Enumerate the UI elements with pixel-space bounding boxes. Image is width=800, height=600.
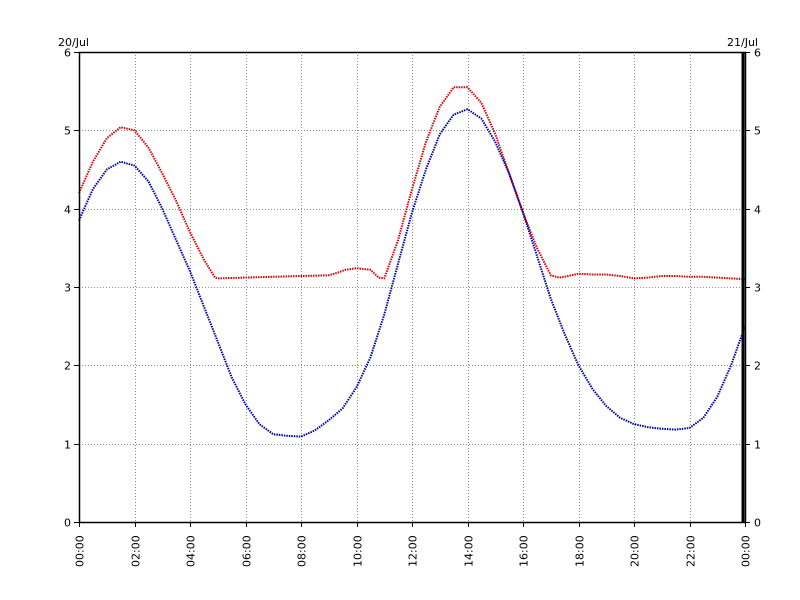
x-tick-label: 04:00 [185, 535, 198, 567]
x-tick-label: 08:00 [296, 535, 309, 567]
y-tick-label-right: 2 [754, 360, 761, 373]
date-label-right: 21/Jul [727, 36, 758, 49]
y-tick-label-left: 5 [64, 125, 71, 138]
y-tick-label-right: 4 [754, 204, 761, 217]
y-tick-label-right: 1 [754, 439, 761, 452]
series-line-2 [78, 108, 746, 438]
series-line-1 [78, 86, 746, 281]
x-tick-label: 00:00 [74, 535, 87, 567]
plot-frame [78, 51, 747, 524]
date-label-left: 20/Jul [58, 36, 89, 49]
x-tick-label: 14:00 [463, 535, 476, 567]
y-tick-label-right: 0 [754, 517, 761, 530]
x-tick-label: 06:00 [241, 535, 254, 567]
label-layer: 20/Jul 21/Jul 00:00 02:00 04:00 06:00 08:00 1… [58, 36, 761, 567]
x-tick-label: 00:00 [740, 535, 753, 567]
x-tick-label: 18:00 [574, 535, 587, 567]
x-tick-label: 22:00 [685, 535, 698, 567]
series-layer [78, 86, 746, 438]
x-tick-label: 16:00 [518, 535, 531, 567]
y-tick-label-left: 1 [64, 439, 71, 452]
y-tick-label-left: 2 [64, 360, 71, 373]
y-tick-label-left: 6 [64, 47, 71, 60]
y-tick-label-left: 0 [64, 517, 71, 530]
x-tick-label: 02:00 [130, 535, 143, 567]
x-tick-label: 10:00 [352, 535, 365, 567]
y-tick-label-right: 5 [754, 125, 761, 138]
y-tick-label-left: 3 [64, 282, 71, 295]
x-tick-label: 20:00 [629, 535, 642, 567]
y-tick-label-left: 4 [64, 204, 71, 217]
x-tick-label: 12:00 [407, 535, 420, 567]
axis-layer [74, 51, 750, 527]
y-tick-label-right: 6 [754, 47, 761, 60]
grid-layer [79, 52, 745, 522]
y-tick-label-right: 3 [754, 282, 761, 295]
